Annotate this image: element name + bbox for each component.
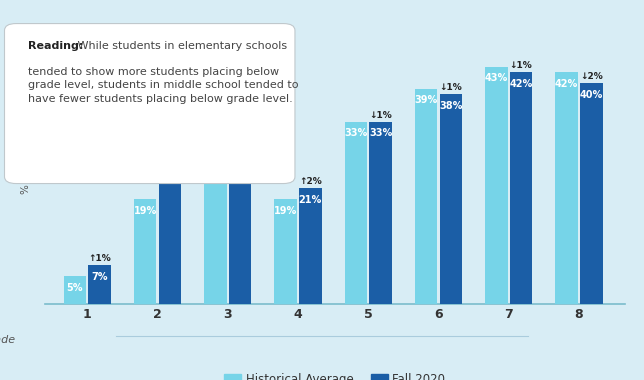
Text: ↓1%: ↓1%: [439, 83, 462, 92]
Text: ↓2%: ↓2%: [580, 72, 603, 81]
Legend: Historical Average, Fall 2020: Historical Average, Fall 2020: [224, 373, 446, 380]
Bar: [580, 83, 603, 304]
Text: 21%: 21%: [299, 195, 322, 205]
Bar: [369, 122, 392, 304]
Text: ↑6%: ↑6%: [158, 155, 181, 164]
Text: 30%: 30%: [229, 145, 252, 155]
Text: 25%: 25%: [158, 173, 182, 183]
Bar: [134, 199, 156, 304]
Y-axis label: % of Students: % of Students: [21, 121, 31, 194]
Text: 42%: 42%: [555, 79, 578, 89]
Text: 42%: 42%: [509, 79, 533, 89]
Bar: [485, 66, 507, 304]
Bar: [510, 72, 533, 304]
Bar: [440, 94, 462, 304]
Text: 5%: 5%: [67, 283, 83, 293]
Bar: [229, 138, 251, 304]
Bar: [345, 122, 367, 304]
Text: 19%: 19%: [274, 206, 298, 216]
Bar: [299, 188, 321, 304]
Text: 7%: 7%: [91, 272, 108, 282]
Text: ↓1%: ↓1%: [509, 61, 533, 70]
Text: Grade: Grade: [0, 335, 15, 345]
Text: ↑5%: ↑5%: [229, 127, 251, 136]
Bar: [64, 276, 86, 304]
Text: tended to show more students placing below
grade level, students in middle schoo: tended to show more students placing bel…: [28, 67, 298, 104]
Text: 25%: 25%: [204, 173, 227, 183]
Text: 40%: 40%: [580, 90, 603, 100]
Text: 19%: 19%: [133, 206, 157, 216]
Text: Reading:: Reading:: [28, 41, 83, 51]
Bar: [88, 265, 111, 304]
Text: 38%: 38%: [439, 101, 462, 111]
Bar: [274, 199, 297, 304]
Text: ↑2%: ↑2%: [299, 177, 321, 186]
Bar: [158, 166, 181, 304]
Text: 33%: 33%: [369, 128, 392, 138]
Text: ↑1%: ↑1%: [88, 254, 111, 263]
Text: 33%: 33%: [345, 128, 368, 138]
Text: 39%: 39%: [415, 95, 438, 105]
Bar: [415, 89, 437, 304]
Bar: [556, 72, 578, 304]
Text: While students in elementary schools: While students in elementary schools: [74, 41, 287, 51]
Bar: [204, 166, 227, 304]
Text: ↓1%: ↓1%: [369, 111, 392, 120]
Text: 43%: 43%: [485, 73, 508, 83]
